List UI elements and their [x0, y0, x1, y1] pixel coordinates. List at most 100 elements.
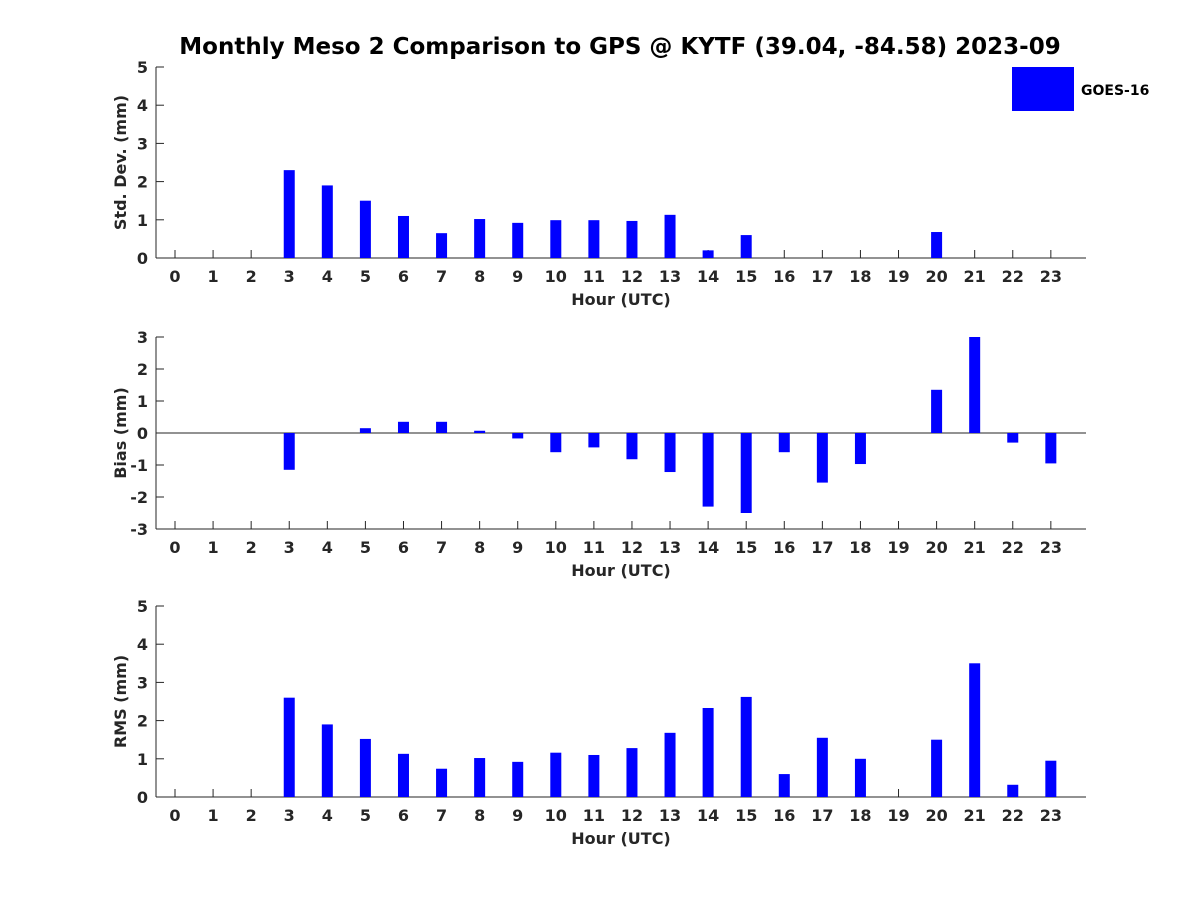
bar-hour-5 [359, 738, 371, 797]
bar-hour-6 [397, 421, 409, 433]
x-tick-label: 11 [583, 538, 605, 557]
bar-hour-3 [283, 697, 295, 797]
bar-hour-22 [1007, 784, 1019, 797]
bar-hour-16 [778, 774, 790, 797]
x-tick-label: 19 [887, 267, 909, 286]
bar-hour-23 [1045, 433, 1057, 464]
y-tick-label: -2 [130, 488, 148, 507]
bar-hour-20 [931, 739, 943, 797]
y-tick-label: 3 [137, 673, 148, 692]
x-tick-label: 13 [659, 538, 681, 557]
x-tick-label: 0 [169, 806, 180, 825]
x-tick-label: 1 [208, 806, 219, 825]
x-tick-label: 17 [811, 267, 833, 286]
bar-hour-13 [664, 732, 676, 797]
bar-hour-4 [321, 724, 333, 797]
bar-hour-18 [854, 758, 866, 797]
x-axis-label: Hour (UTC) [571, 829, 671, 848]
x-tick-label: 22 [1002, 806, 1024, 825]
x-tick-label: 20 [925, 267, 947, 286]
bar-hour-7 [436, 233, 448, 258]
y-tick-label: 2 [137, 173, 148, 192]
bar-hour-18 [854, 433, 866, 465]
bar-hour-6 [397, 753, 409, 797]
y-axis-label: Std. Dev. (mm) [111, 95, 130, 230]
x-tick-label: 12 [621, 538, 643, 557]
y-tick-label: 0 [137, 788, 148, 807]
y-tick-label: -1 [130, 456, 148, 475]
x-tick-label: 21 [964, 267, 986, 286]
bar-hour-12 [626, 220, 638, 258]
x-tick-label: 2 [246, 538, 257, 557]
x-tick-label: 13 [659, 806, 681, 825]
bar-hour-9 [512, 222, 524, 258]
bar-hour-8 [474, 430, 486, 433]
x-tick-label: 19 [887, 538, 909, 557]
x-tick-label: 12 [621, 806, 643, 825]
x-tick-label: 11 [583, 267, 605, 286]
x-axis-label: Hour (UTC) [571, 561, 671, 580]
x-tick-label: 18 [849, 806, 871, 825]
x-tick-label: 6 [398, 806, 409, 825]
bar-hour-3 [283, 170, 295, 258]
x-tick-label: 19 [887, 806, 909, 825]
x-tick-label: 7 [436, 267, 447, 286]
x-tick-label: 22 [1002, 267, 1024, 286]
x-tick-label: 3 [284, 806, 295, 825]
x-tick-label: 6 [398, 538, 409, 557]
x-tick-label: 16 [773, 806, 795, 825]
bar-hour-10 [550, 752, 562, 797]
bar-hour-16 [778, 433, 790, 453]
x-tick-label: 8 [474, 806, 485, 825]
x-tick-label: 18 [849, 267, 871, 286]
bar-hour-12 [626, 748, 638, 797]
x-tick-label: 7 [436, 538, 447, 557]
y-tick-label: 0 [137, 424, 148, 443]
x-tick-label: 14 [697, 538, 719, 557]
x-tick-label: 2 [246, 806, 257, 825]
bar-hour-23 [1045, 760, 1057, 797]
x-tick-label: 14 [697, 267, 719, 286]
x-tick-label: 4 [322, 538, 333, 557]
x-tick-label: 0 [169, 538, 180, 557]
x-tick-label: 10 [545, 538, 567, 557]
x-tick-label: 9 [512, 806, 523, 825]
x-tick-label: 5 [360, 267, 371, 286]
x-tick-label: 20 [925, 538, 947, 557]
x-tick-label: 3 [284, 267, 295, 286]
bar-hour-8 [474, 219, 486, 258]
chart-title: Monthly Meso 2 Comparison to GPS @ KYTF … [179, 34, 1060, 60]
bar-hour-13 [664, 214, 676, 258]
x-tick-label: 3 [284, 538, 295, 557]
x-tick-label: 13 [659, 267, 681, 286]
bar-hour-5 [359, 200, 371, 258]
y-tick-label: 4 [137, 96, 148, 115]
x-tick-label: 0 [169, 267, 180, 286]
x-tick-label: 21 [964, 806, 986, 825]
x-tick-label: 10 [545, 267, 567, 286]
x-tick-label: 5 [360, 806, 371, 825]
y-tick-label: 0 [137, 249, 148, 268]
bar-hour-13 [664, 433, 676, 473]
y-tick-label: 2 [137, 712, 148, 731]
y-tick-label: 1 [137, 750, 148, 769]
x-tick-label: 1 [208, 267, 219, 286]
legend-label: GOES-16 [1081, 83, 1149, 99]
x-tick-label: 21 [964, 538, 986, 557]
bar-hour-14 [702, 707, 714, 797]
bar-hour-14 [702, 433, 714, 507]
x-tick-label: 6 [398, 267, 409, 286]
bar-hour-11 [588, 433, 600, 448]
bar-hour-7 [436, 421, 448, 433]
bar-hour-17 [816, 737, 828, 797]
x-tick-label: 7 [436, 806, 447, 825]
x-tick-label: 9 [512, 538, 523, 557]
bar-hour-21 [969, 337, 981, 433]
y-tick-label: 5 [137, 597, 148, 616]
x-tick-label: 16 [773, 267, 795, 286]
